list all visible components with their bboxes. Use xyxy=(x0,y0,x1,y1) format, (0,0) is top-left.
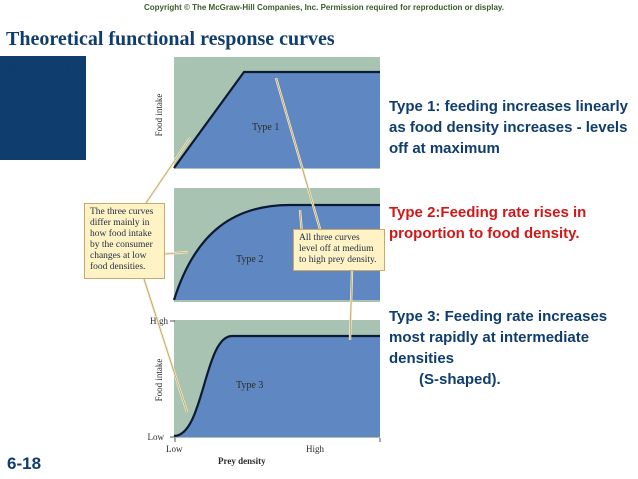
slide-title: Theoretical functional response curves xyxy=(6,28,335,50)
callout-low-density: The three curves differ mainly in how fo… xyxy=(84,203,165,279)
page-number: 6-18 xyxy=(7,454,42,473)
type1-description: Type 1: feeding increases linearly as fo… xyxy=(389,98,628,157)
y-low-label: Low xyxy=(148,432,165,442)
type2-description: Type 2:Feeding rate rises in proportion … xyxy=(389,204,587,242)
figure-label: Figure 6.21 xyxy=(7,62,72,77)
y-axis-label-top: Food intake xyxy=(154,94,164,137)
y-axis-label-bottom: Food intake xyxy=(154,359,164,402)
type1-curve-line xyxy=(173,70,380,169)
type2-curve-fill xyxy=(174,205,380,300)
type1-curve-fill xyxy=(174,72,380,168)
type3-description-shape: (S-shaped). xyxy=(419,371,501,388)
sidebar-accent-bar xyxy=(0,56,86,160)
x-high-label: High xyxy=(306,444,325,454)
x-low-label: Low xyxy=(166,444,183,454)
callout-level-off: All three curves level off at medium to … xyxy=(293,229,385,271)
type3-curve-line xyxy=(173,334,380,438)
type3-description-main: Type 3: Feeding rate increases most rapi… xyxy=(389,308,608,367)
panel-type1: Type 1 Food intake xyxy=(154,57,380,169)
panel-type1-label: Type 1 xyxy=(252,122,279,133)
panel-type3: Type 3 Food intake High Low Low High Pre… xyxy=(148,316,381,466)
panel-type3-label: Type 3 xyxy=(236,380,263,391)
type3-description: Type 3: Feeding rate increases most rapi… xyxy=(389,306,634,390)
y-high-label: High xyxy=(150,316,169,326)
x-axis-title: Prey density xyxy=(218,456,266,466)
panel-type2-label: Type 2 xyxy=(236,254,263,265)
copyright-notice: Copyright © The McGraw-Hill Companies, I… xyxy=(143,3,505,12)
type2-curve-line xyxy=(172,203,380,301)
left-sidebar xyxy=(0,0,86,479)
type3-curve-fill xyxy=(174,336,380,437)
sidebar-lower-area xyxy=(0,160,86,479)
